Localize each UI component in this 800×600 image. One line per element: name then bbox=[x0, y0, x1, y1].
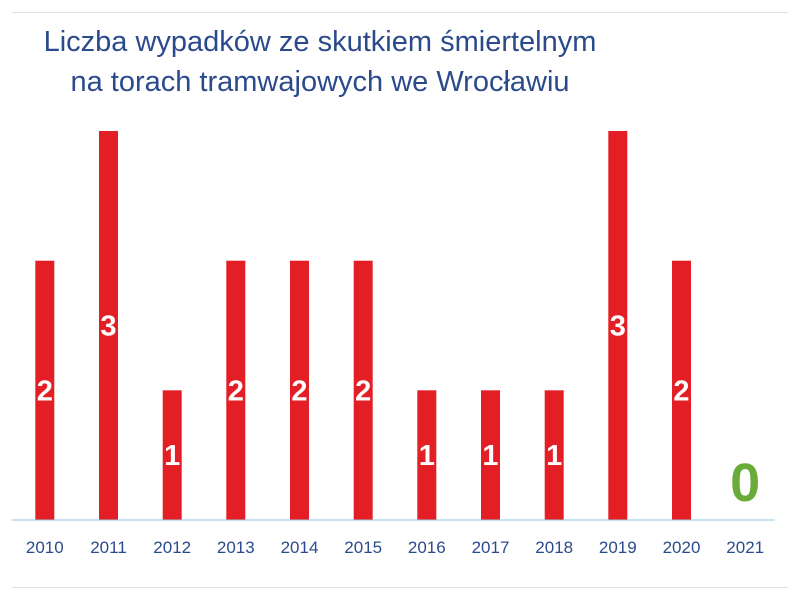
data-label-2017: 1 bbox=[482, 440, 498, 472]
x-tick-label-2020: 2020 bbox=[663, 538, 701, 557]
top-divider bbox=[12, 12, 788, 13]
x-tick-label-2021: 2021 bbox=[726, 538, 764, 557]
bar-2020 bbox=[672, 260, 691, 520]
data-label-2019: 3 bbox=[610, 311, 626, 343]
x-tick-label-2014: 2014 bbox=[281, 538, 319, 557]
x-tick-label-2013: 2013 bbox=[217, 538, 255, 557]
bar-2015 bbox=[353, 260, 373, 520]
bar-2014 bbox=[290, 260, 309, 520]
bar-2012 bbox=[162, 390, 182, 520]
data-label-2013: 2 bbox=[228, 375, 244, 407]
bar-2011 bbox=[99, 131, 118, 520]
x-tick-label-2011: 2011 bbox=[90, 538, 127, 557]
data-label-2015: 2 bbox=[355, 375, 371, 407]
x-tick-labels-group: 2010 2011 2012 2013 2014 2015 2016 2017 2018 2019… bbox=[26, 538, 764, 557]
x-tick-label-2017: 2017 bbox=[472, 538, 510, 557]
data-label-2021: 0 bbox=[730, 453, 760, 513]
data-label-2018: 1 bbox=[546, 440, 562, 472]
chart-title-line-1: Liczba wypadków ze skutkiem śmiertelnym bbox=[43, 26, 597, 58]
x-tick-label-2010: 2010 bbox=[26, 538, 64, 557]
bar-2018 bbox=[544, 390, 564, 520]
bottom-divider bbox=[12, 587, 788, 588]
bar-2013 bbox=[226, 260, 246, 520]
x-tick-label-2019: 2019 bbox=[599, 538, 637, 557]
x-tick-label-2015: 2015 bbox=[344, 538, 382, 557]
data-label-2010: 2 bbox=[37, 375, 53, 407]
data-label-2014: 2 bbox=[291, 375, 307, 407]
bar-2016 bbox=[417, 390, 437, 520]
bar-2017 bbox=[481, 390, 500, 520]
x-tick-label-2018: 2018 bbox=[535, 538, 573, 557]
data-label-2011: 3 bbox=[100, 311, 116, 343]
bar-2010 bbox=[35, 260, 55, 520]
bar-2019 bbox=[608, 131, 628, 520]
data-label-2016: 1 bbox=[419, 440, 435, 472]
data-label-2012: 1 bbox=[164, 440, 180, 472]
data-label-2020: 2 bbox=[673, 375, 689, 407]
chart-title-line-2: na torach tramwajowych we Wrocławiu bbox=[70, 66, 570, 98]
data-labels-group: 2 3 1 2 2 2 1 1 1 3 2 0 bbox=[37, 311, 760, 514]
bars-group bbox=[35, 131, 691, 520]
x-tick-label-2012: 2012 bbox=[153, 538, 191, 557]
chart-title: Liczba wypadków ze skutkiem śmiertelnym … bbox=[0, 22, 640, 102]
x-tick-label-2016: 2016 bbox=[408, 538, 446, 557]
